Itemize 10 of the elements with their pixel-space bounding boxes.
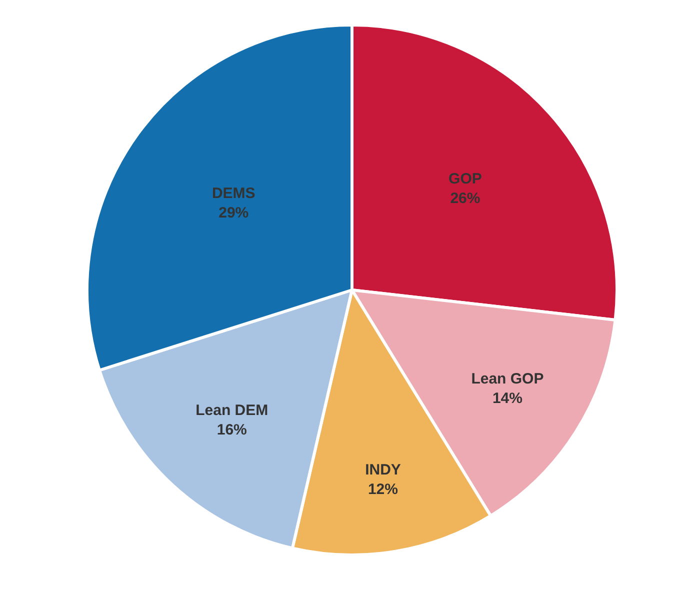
slice-label: Lean DEM: [196, 402, 268, 420]
data-label: 14%: [492, 390, 522, 408]
slice-label: GOP: [448, 170, 482, 188]
slice-label: DEMS: [212, 185, 256, 202]
data-label: 16%: [216, 422, 247, 439]
data-label: 29%: [218, 204, 249, 222]
slice-label: INDY: [365, 461, 401, 478]
data-label: 12%: [368, 480, 398, 498]
data-label: 26%: [450, 190, 480, 208]
slice-label: Lean GOP: [471, 370, 544, 388]
